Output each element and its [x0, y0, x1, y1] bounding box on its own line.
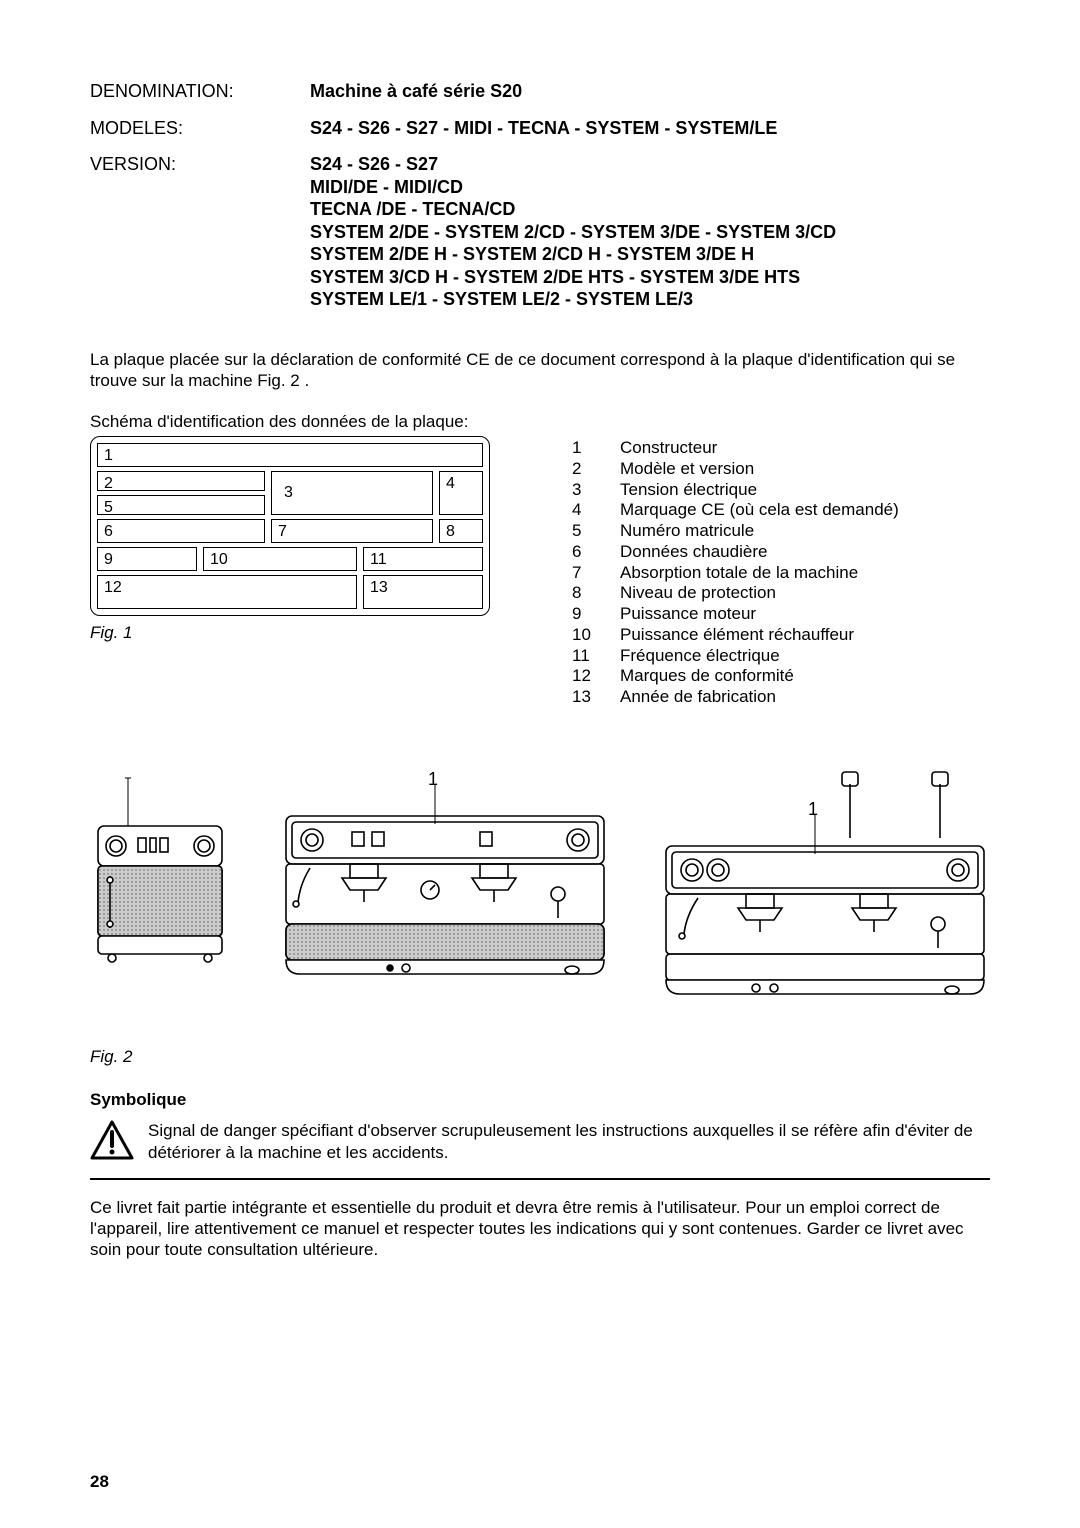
plaque-cell-6: 6: [97, 519, 265, 543]
legend-text: Niveau de protection: [620, 583, 990, 604]
intro-paragraph: La plaque placée sur la déclaration de c…: [90, 349, 990, 392]
version-line: SYSTEM 2/DE H - SYSTEM 2/CD H - SYSTEM 3…: [310, 243, 990, 266]
legend-text: Fréquence électrique: [620, 646, 990, 667]
plaque-cell-13: 13: [363, 575, 483, 609]
plaque-diagram: 1 2 5 3 4 6 7 8: [90, 436, 490, 616]
version-label: VERSION:: [90, 153, 310, 325]
footer-paragraph: Ce livret fait partie intégrante et esse…: [90, 1197, 990, 1261]
version-line: SYSTEM 2/DE - SYSTEM 2/CD - SYSTEM 3/DE …: [310, 221, 990, 244]
legend-num: 11: [566, 646, 620, 667]
machine3-callout: 1: [808, 798, 818, 821]
plaque-cell-12: 12: [97, 575, 357, 609]
legend-num: 3: [566, 480, 620, 501]
legend-num: 8: [566, 583, 620, 604]
legend-text: Absorption totale de la machine: [620, 563, 990, 584]
plaque-cell-4: 4: [439, 471, 483, 515]
machine-illustration-2: [280, 768, 610, 988]
plaque-cell-1: 1: [97, 443, 483, 467]
legend-text: Marquage CE (où cela est demandé): [620, 500, 990, 521]
plaque-cell-11: 11: [363, 547, 483, 571]
plaque-cell-2: 2: [97, 471, 265, 491]
modeles-value: S24 - S26 - S27 - MIDI - TECNA - SYSTEM …: [310, 117, 990, 154]
plaque-cell-3: 3: [271, 471, 433, 515]
plaque-cell-9: 9: [97, 547, 197, 571]
legend-text: Tension électrique: [620, 480, 990, 501]
plaque-cell-7: 7: [271, 519, 433, 543]
legend-num: 12: [566, 666, 620, 687]
fig1-label: Fig. 1: [90, 622, 510, 643]
version-line: MIDI/DE - MIDI/CD: [310, 176, 990, 199]
version-line: S24 - S26 - S27: [310, 153, 990, 176]
legend-num: 9: [566, 604, 620, 625]
legend-text: Constructeur: [620, 438, 990, 459]
page-number: 28: [90, 1471, 109, 1492]
version-value: S24 - S26 - S27 MIDI/DE - MIDI/CD TECNA …: [310, 153, 990, 325]
machine-illustration-1: [90, 768, 230, 988]
legend-num: 7: [566, 563, 620, 584]
version-line: SYSTEM 3/CD H - SYSTEM 2/DE HTS - SYSTEM…: [310, 266, 990, 289]
version-line: SYSTEM LE/1 - SYSTEM LE/2 - SYSTEM LE/3: [310, 288, 990, 311]
legend-text: Année de fabrication: [620, 687, 990, 708]
fig2-label: Fig. 2: [90, 1046, 990, 1067]
machine2-callout: 1: [428, 768, 438, 791]
legend-num: 1: [566, 438, 620, 459]
version-line: TECNA /DE - TECNA/CD: [310, 198, 990, 221]
legend-text: Puissance moteur: [620, 604, 990, 625]
legend-num: 13: [566, 687, 620, 708]
symbolique-title: Symbolique: [90, 1089, 990, 1110]
plaque-cell-5: 5: [97, 495, 265, 515]
legend-num: 4: [566, 500, 620, 521]
plaque-caption: Schéma d'identification des données de l…: [90, 411, 990, 432]
machine-illustration-3: [660, 768, 990, 1018]
plaque-cell-10: 10: [203, 547, 357, 571]
plaque-cell-8: 8: [439, 519, 483, 543]
warning-text: Signal de danger spécifiant d'observer s…: [148, 1120, 990, 1163]
warning-icon: [90, 1120, 134, 1165]
legend-num: 10: [566, 625, 620, 646]
legend-text: Numéro matricule: [620, 521, 990, 542]
denomination-label: DENOMINATION:: [90, 80, 310, 117]
denomination-value: Machine à café série S20: [310, 80, 990, 117]
legend-num: 6: [566, 542, 620, 563]
legend-text: Marques de conformité: [620, 666, 990, 687]
modeles-label: MODELES:: [90, 117, 310, 154]
legend-text: Données chaudière: [620, 542, 990, 563]
divider: [90, 1178, 990, 1180]
legend-text: Puissance élément réchauffeur: [620, 625, 990, 646]
plaque-legend: 1Constructeur 2Modèle et version 3Tensio…: [566, 436, 990, 708]
machine-drawings: 1: [90, 768, 990, 1018]
legend-text: Modèle et version: [620, 459, 990, 480]
legend-num: 2: [566, 459, 620, 480]
legend-num: 5: [566, 521, 620, 542]
